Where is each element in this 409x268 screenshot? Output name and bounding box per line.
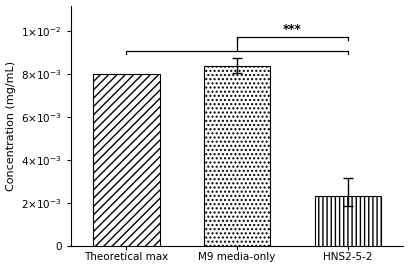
Bar [93, 74, 160, 245]
Bar [204, 66, 270, 245]
Text: ***: *** [283, 23, 302, 36]
Bar [315, 196, 381, 245]
Y-axis label: Concentration (mg/mL): Concentration (mg/mL) [6, 61, 16, 191]
